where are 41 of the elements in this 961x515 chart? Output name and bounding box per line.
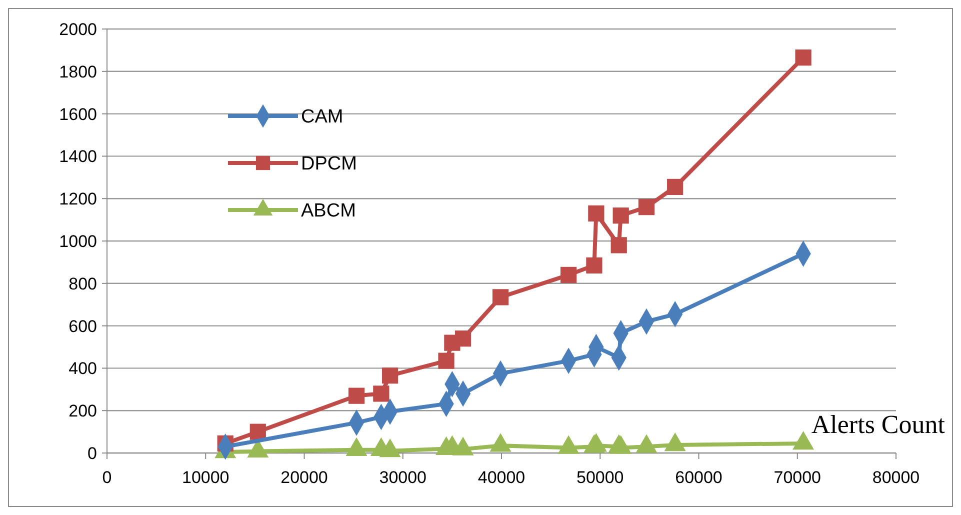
point: [438, 352, 454, 369]
point: [346, 437, 368, 456]
point: [454, 330, 472, 347]
point: [667, 178, 684, 196]
y-tick-label: 1800: [59, 62, 97, 82]
x-tick-label: 30000: [379, 468, 427, 487]
point: [452, 436, 474, 456]
y-tick-label: 800: [68, 274, 97, 294]
y-tick-label: 1200: [59, 190, 97, 209]
y-tick-label: 600: [68, 316, 97, 336]
y-tick-label: 1000: [59, 232, 97, 251]
y-tick-label: 1600: [59, 104, 97, 124]
y-tick-label: 2000: [59, 20, 97, 39]
point: [490, 433, 512, 452]
point: [379, 438, 401, 458]
x-tick-label: 0: [102, 468, 112, 487]
y-tick-label: 200: [68, 402, 97, 421]
legend-label: CAM: [301, 106, 344, 128]
legend-label: ABCM: [301, 200, 356, 222]
x-tick-label: 80000: [872, 468, 920, 487]
point: [588, 205, 604, 222]
point: [610, 237, 627, 254]
y-tick-label: 1400: [59, 147, 97, 166]
legend-label: DPCM: [301, 154, 357, 175]
x-tick-label: 20000: [280, 468, 328, 487]
point: [558, 435, 580, 454]
point: [586, 257, 602, 274]
x-tick-label: 60000: [675, 468, 722, 487]
y-tick-label: 0: [88, 444, 97, 463]
point: [560, 266, 577, 283]
point: [638, 199, 655, 216]
x-tick-label: 10000: [182, 468, 230, 487]
x-tick-label: 70000: [774, 468, 822, 487]
x-axis-title: Alerts Count: [811, 410, 946, 439]
x-tick-label: 40000: [478, 468, 526, 487]
point: [636, 434, 658, 453]
point: [612, 208, 629, 224]
point: [492, 289, 509, 306]
y-tick-label: 400: [68, 359, 97, 378]
point: [664, 432, 686, 452]
x-tick-label: 50000: [576, 468, 624, 487]
